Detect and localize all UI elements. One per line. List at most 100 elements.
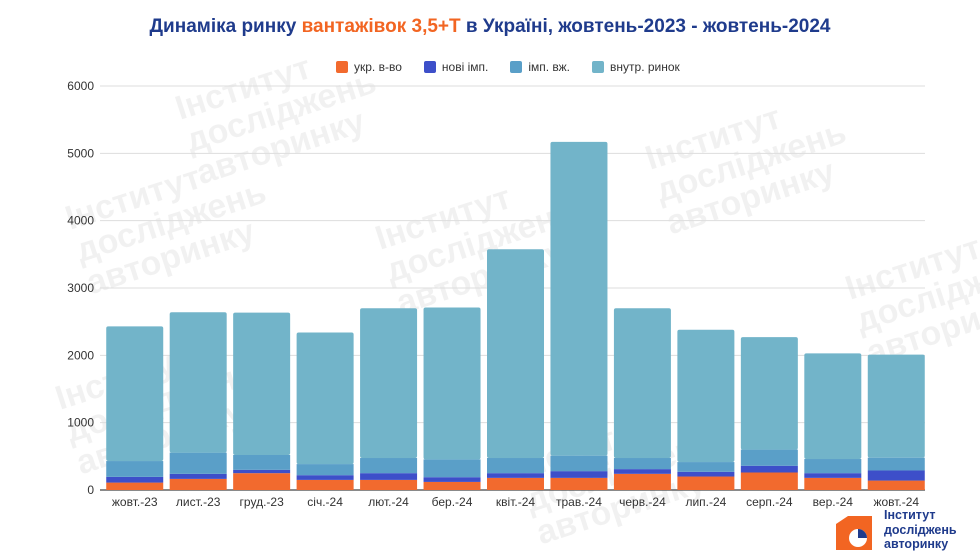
bar-segment-domestic	[296, 332, 354, 465]
x-tick-label: жовт.-23	[112, 495, 158, 509]
legend-item-ukr: укр. в-во	[336, 60, 402, 74]
chart-title-highlight: вантажівок 3,5+Т	[301, 16, 461, 37]
bar-segment-new-imp	[550, 471, 608, 478]
bar-segment-ukr	[804, 477, 862, 490]
bar-segment-ukr	[106, 482, 164, 490]
legend-swatch-imp-used	[510, 61, 523, 73]
y-tick-label: 5000	[67, 146, 94, 160]
bar-segment-domestic	[487, 249, 544, 459]
bar-segment-domestic	[423, 307, 481, 460]
bar-segment-domestic	[169, 312, 227, 453]
legend-item-imp-used: імп. вж.	[510, 60, 570, 74]
bar-segment-imp-used	[740, 449, 798, 466]
bar-segment-domestic	[613, 308, 671, 459]
bar-segment-new-imp	[613, 469, 671, 474]
legend-swatch-new-imp	[423, 61, 436, 73]
legend-label-new-imp: нові імп.	[441, 60, 489, 74]
bar-segment-new-imp	[677, 471, 735, 477]
x-tick-label: лют.-24	[368, 495, 409, 509]
chart-title-suffix: в Україні, жовтень-2023 - жовтень-2024	[460, 16, 831, 37]
bar-segment-imp-used	[296, 464, 354, 476]
bar-segment-domestic	[677, 329, 735, 463]
y-tick-label: 1000	[67, 416, 94, 430]
x-tick-label: лист.-23	[176, 495, 221, 509]
bar-segment-imp-used	[169, 452, 227, 474]
bar-segment-new-imp	[867, 470, 925, 481]
bar-segment-ukr	[487, 477, 544, 490]
bar-segment-imp-used	[106, 461, 164, 477]
bar-segment-domestic	[804, 353, 862, 460]
bar-segment-imp-used	[613, 458, 671, 470]
bar-segment-new-imp	[423, 477, 481, 482]
x-tick-label: черв.-24	[619, 495, 666, 509]
bar-segment-new-imp	[487, 473, 544, 478]
chart-title-prefix: Динаміка ринку	[149, 16, 302, 37]
x-tick-label: квіт.-24	[496, 495, 535, 509]
chart-legend: укр. в-во нові імп. імп. вж. внутр. рино…	[336, 60, 702, 74]
logo-line-3: авторинку	[884, 537, 949, 551]
bar-segment-new-imp	[740, 465, 798, 473]
bar-segment-imp-used	[677, 462, 735, 472]
bar-segment-ukr	[740, 472, 798, 490]
chart-title: Динаміка ринку вантажівок 3,5+Т в Україн…	[0, 16, 980, 38]
bar-segment-new-imp	[296, 475, 354, 480]
logo-text: Інститут досліджень авторинку	[884, 508, 957, 552]
legend-swatch-ukr	[336, 61, 348, 73]
legend-swatch-domestic	[592, 61, 605, 73]
bar-segment-imp-used	[487, 458, 544, 474]
x-tick-label: трав.-24	[556, 495, 602, 509]
y-tick-label: 3000	[67, 281, 94, 295]
legend-label-imp-used: імп. вж.	[528, 60, 571, 74]
bar-segment-domestic	[740, 337, 798, 450]
legend-item-new-imp: нові імп.	[423, 60, 489, 74]
brand-logo: Інститут досліджень авторинку	[832, 506, 972, 556]
x-tick-label: бер.-24	[432, 495, 473, 509]
legend-label-domestic: внутр. ринок	[610, 60, 680, 74]
bar-segment-ukr	[423, 481, 481, 490]
car-logo-icon	[836, 516, 872, 550]
y-tick-label: 2000	[67, 348, 94, 362]
bar-segment-ukr	[169, 478, 227, 490]
bar-segment-imp-used	[867, 457, 925, 471]
y-tick-label: 4000	[67, 214, 94, 228]
bar-segment-imp-used	[233, 454, 291, 470]
x-tick-label: груд.-23	[240, 495, 285, 509]
x-tick-label: січ.-24	[307, 495, 343, 509]
x-tick-label: вер.-24	[813, 495, 854, 509]
bar-segment-ukr	[550, 477, 608, 490]
bar-segment-new-imp	[233, 469, 291, 474]
bar-segment-ukr	[233, 473, 291, 490]
bar-segment-new-imp	[169, 473, 227, 479]
bar-segment-ukr	[867, 480, 925, 490]
bar-segment-imp-used	[360, 458, 418, 474]
bar-segment-ukr	[613, 473, 671, 490]
x-tick-label: лип.-24	[685, 495, 726, 509]
y-tick-label: 6000	[67, 79, 94, 93]
bar-segment-imp-used	[423, 459, 481, 478]
x-tick-label: серп.-24	[746, 495, 793, 509]
bar-segment-ukr	[360, 479, 418, 490]
legend-item-domestic: внутр. ринок	[592, 60, 680, 74]
bar-segment-domestic	[550, 141, 608, 456]
x-tick-label: жовт.-24	[873, 495, 919, 509]
bar-segment-domestic	[233, 312, 291, 455]
legend-label-ukr: укр. в-во	[354, 60, 402, 74]
bar-segment-imp-used	[804, 459, 862, 474]
bar-segment-domestic	[360, 308, 418, 459]
bar-segment-new-imp	[106, 476, 164, 483]
y-tick-label: 0	[87, 483, 94, 497]
bar-segment-ukr	[677, 476, 735, 490]
bar-segment-imp-used	[550, 455, 608, 472]
logo-line-1: Інститут	[884, 508, 936, 522]
bar-segment-domestic	[106, 326, 164, 462]
bar-segment-new-imp	[360, 473, 418, 480]
bar-segment-domestic	[867, 354, 925, 458]
bar-segment-new-imp	[804, 473, 862, 478]
bar-segment-ukr	[296, 479, 354, 490]
logo-line-2: досліджень	[884, 522, 957, 537]
